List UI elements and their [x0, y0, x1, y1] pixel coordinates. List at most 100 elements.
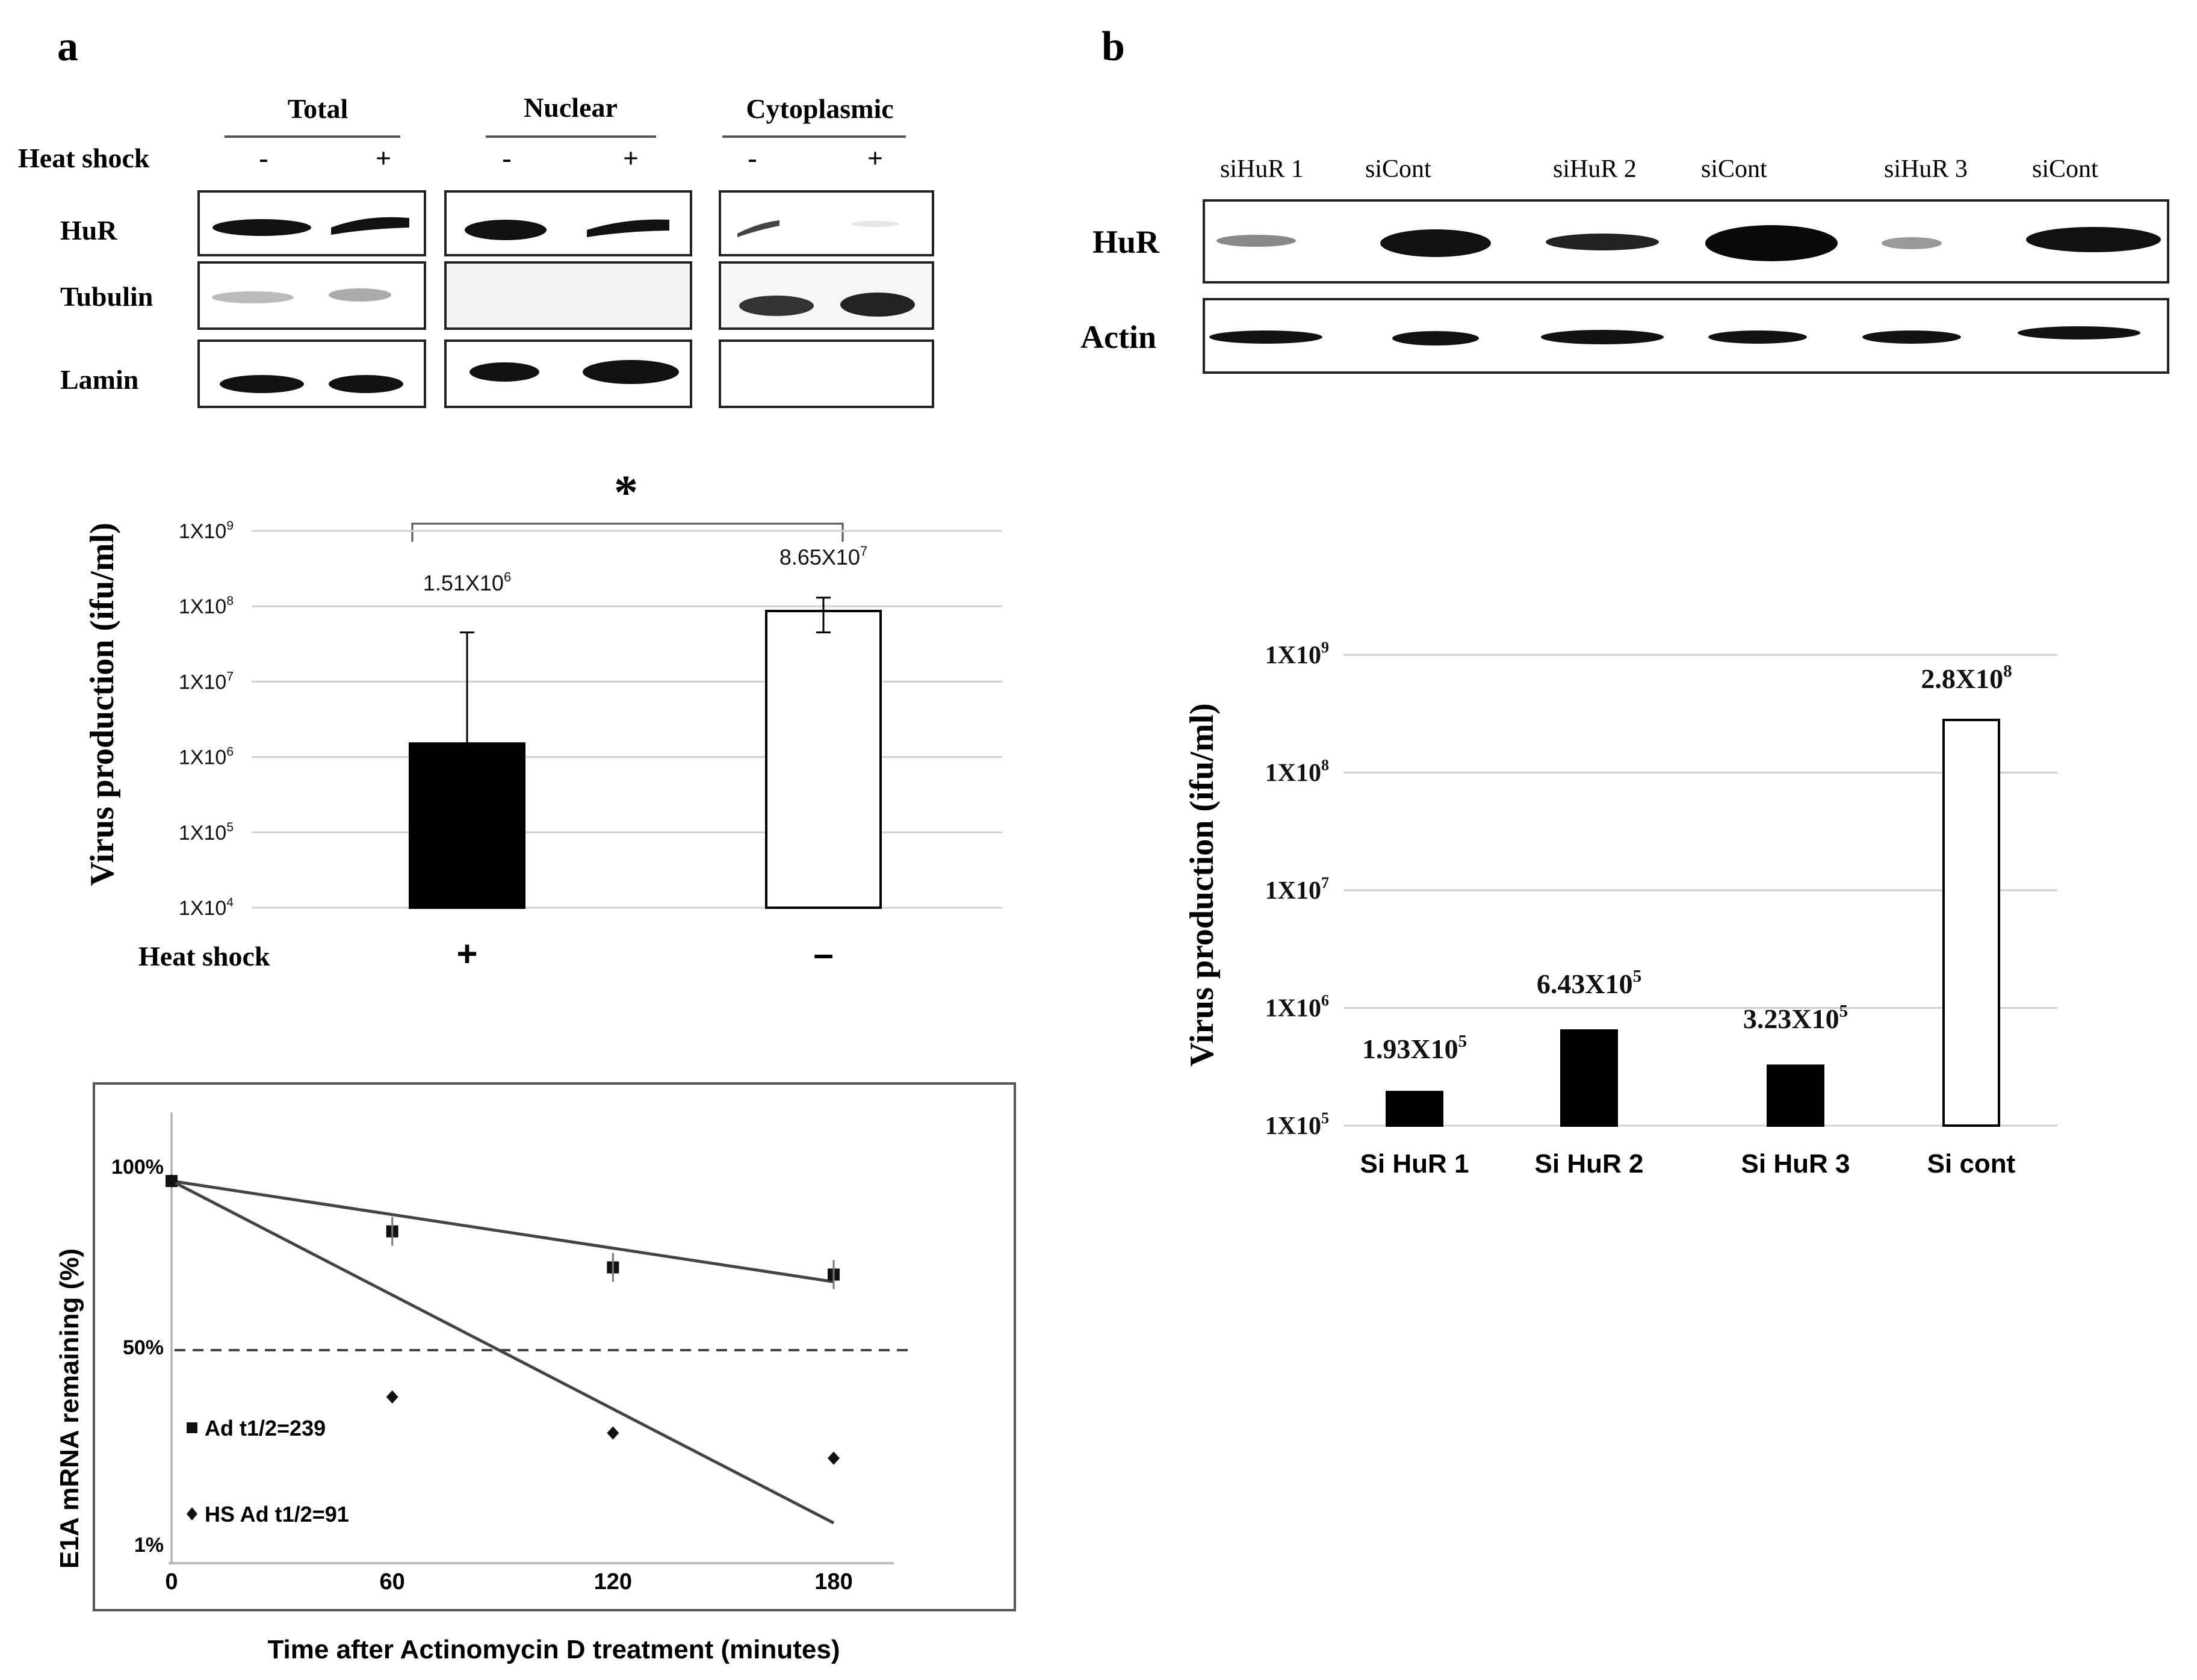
condition-value: +	[623, 143, 639, 173]
chart-a-decay: E1A mRNA remaining (%) Time after Actino…	[55, 1082, 1016, 1664]
blot-band	[1209, 330, 1322, 344]
legend-marker	[187, 1422, 197, 1433]
blot-band	[212, 291, 294, 303]
blot-band	[1708, 330, 1807, 344]
chart-a-decay-xlabel: Time after Actinomycin D treatment (minu…	[267, 1635, 840, 1664]
blot-lane-label: siHuR 3	[1884, 155, 1968, 183]
blot-group-total: Total	[288, 93, 349, 124]
x-tick-label: 180	[814, 1569, 852, 1595]
blot-band	[2026, 227, 2161, 252]
condition-value: +	[376, 143, 391, 173]
blot-row-tubulin: Tubulin	[60, 281, 153, 312]
blot-box	[444, 261, 692, 330]
data-label: 1.93X105	[1362, 1032, 1467, 1064]
x-category-label: –	[813, 934, 833, 974]
bar	[1386, 1091, 1443, 1127]
legend-marker	[187, 1507, 197, 1520]
blot-box	[719, 190, 934, 256]
x-category-label: Si HuR 1	[1360, 1149, 1469, 1179]
panel-b-blot: siHuR 1 siCont siHuR 2 siCont siHuR 3 si…	[1080, 155, 2169, 374]
y-tick-label: 1X106	[1265, 992, 1329, 1023]
data-point	[607, 1426, 619, 1440]
x-category-label: Si HuR 2	[1535, 1149, 1644, 1179]
blot-lane-label: siCont	[1701, 155, 1767, 183]
x-tick-label: 120	[594, 1569, 632, 1595]
chart-a-bar-ylabel: Virus production (ifu/ml)	[84, 522, 121, 886]
legend-label: Ad t1/2=239	[205, 1416, 326, 1440]
blot-group-cytoplasmic: Cytoplasmic	[746, 93, 893, 124]
blot-band	[587, 219, 669, 237]
chart-a-bar: Virus production (ifu/ml) Heat shock * 1…	[84, 466, 1002, 974]
chart-b-bar-ylabel: Virus production (ifu/ml)	[1183, 703, 1221, 1067]
y-tick-label: 1X105	[1265, 1109, 1329, 1140]
blot-band	[1216, 235, 1296, 247]
y-tick-label: 1%	[134, 1534, 164, 1557]
condition-value: -	[748, 143, 757, 173]
blot-band	[739, 296, 814, 316]
blot-group-nuclear: Nuclear	[524, 92, 618, 123]
blot-lane-label: siCont	[2032, 155, 2098, 183]
y-tick-label: 1X106	[179, 745, 234, 769]
blot-row-lamin: Lamin	[60, 364, 138, 395]
blot-band	[1380, 229, 1491, 257]
y-tick-label: 1X105	[179, 820, 234, 845]
y-tick-label: 1X108	[179, 594, 234, 618]
y-tick-label: 50%	[123, 1336, 164, 1359]
chart-a-decay-ylabel: E1A mRNA remaining (%)	[55, 1248, 84, 1569]
blot-band	[469, 362, 539, 382]
chart-b-bar: Virus production (ifu/ml) 1X109 1X108 1X10…	[1183, 639, 2057, 1179]
blot-row-hur: HuR	[60, 215, 117, 246]
blot-band	[1546, 234, 1659, 250]
chart-a-bar-xlabel: Heat shock	[138, 941, 270, 972]
bar	[409, 742, 525, 910]
data-label: 8.65X107	[779, 544, 867, 569]
legend-label: HS Ad t1/2=91	[205, 1502, 349, 1527]
data-label: 2.8X108	[1921, 662, 2012, 694]
blot-box	[197, 339, 426, 408]
x-category-label: Si HuR 3	[1741, 1149, 1850, 1179]
chart-a-decay-frame	[93, 1082, 1016, 1611]
significance-star: *	[614, 466, 638, 519]
blot-lane-label: siHuR 1	[1220, 155, 1304, 183]
blot-box	[1203, 199, 2169, 284]
significance-bracket	[411, 522, 844, 542]
blot-band	[1392, 331, 1479, 346]
panel-b-label: b	[1102, 23, 1125, 70]
blot-lane-label: siCont	[1365, 155, 1431, 183]
blot-band	[331, 217, 409, 235]
blot-membranes	[197, 190, 934, 408]
blot-box	[719, 339, 934, 408]
y-tick-label: 1X107	[179, 669, 234, 693]
bar	[1560, 1029, 1618, 1127]
data-point	[166, 1174, 178, 1188]
y-tick-label: 1X109	[179, 519, 234, 543]
bar	[1942, 719, 2000, 1127]
blot-band	[737, 220, 779, 237]
fit-line	[171, 1179, 834, 1283]
blot-band	[220, 375, 304, 393]
y-tick-label: 1X104	[179, 896, 234, 920]
blot-band	[1882, 237, 1942, 249]
bar	[765, 610, 882, 909]
x-category-label: +	[456, 934, 477, 974]
panel-a-label: a	[57, 23, 78, 70]
condition-value: -	[502, 143, 511, 173]
blot-band	[329, 288, 391, 302]
blot-band	[329, 375, 403, 393]
blot-row-actin: Actin	[1080, 319, 1156, 355]
blot-band	[851, 221, 899, 227]
data-point	[386, 1390, 398, 1404]
blot-lane-label: siHuR 2	[1553, 155, 1637, 183]
y-tick-label: 1X107	[1265, 874, 1329, 905]
fit-line	[170, 1179, 835, 1525]
blot-box	[1203, 298, 2169, 374]
x-tick-label: 0	[165, 1569, 178, 1595]
blot-band	[1862, 330, 1961, 344]
blot-band	[1705, 225, 1838, 261]
blot-band	[212, 219, 311, 236]
data-point	[828, 1451, 840, 1465]
data-label: 6.43X105	[1537, 967, 1641, 999]
y-tick-label: 1X109	[1265, 639, 1329, 669]
blot-band	[840, 293, 915, 317]
